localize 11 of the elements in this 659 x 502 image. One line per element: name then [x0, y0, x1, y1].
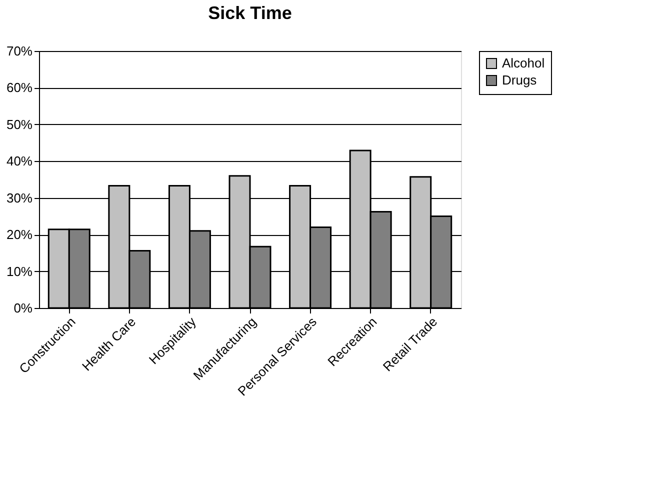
y-tick-label: 10%	[6, 264, 33, 279]
y-tick-label: 60%	[6, 80, 33, 96]
y-tick-label: 20%	[6, 227, 33, 242]
legend-label: Alcohol	[502, 56, 545, 70]
y-tick-label: 0%	[14, 300, 33, 316]
y-tick-label: 30%	[6, 190, 33, 206]
y-tick-label: 70%	[6, 44, 33, 58]
y-tick-label: 40%	[6, 154, 33, 169]
chart-title: Sick Time	[208, 3, 292, 23]
legend-label: Drugs	[502, 72, 538, 88]
y-tick-label: 50%	[6, 116, 33, 132]
